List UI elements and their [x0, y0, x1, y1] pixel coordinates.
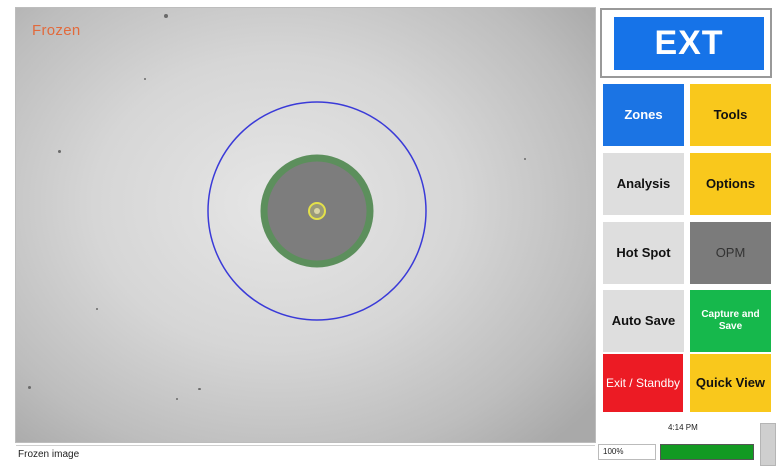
- zones-button[interactable]: Zones: [603, 84, 684, 146]
- dust-speck: [164, 14, 168, 18]
- fiber-image-viewport[interactable]: Frozen: [16, 8, 595, 442]
- contact-zone-ring: [207, 101, 427, 321]
- opm-button[interactable]: OPM: [690, 222, 771, 284]
- hot-spot-button[interactable]: Hot Spot: [603, 222, 684, 284]
- status-text: Frozen image: [18, 449, 80, 460]
- progress-bar: [660, 444, 754, 460]
- dust-speck: [524, 158, 526, 160]
- control-panel: EXT Zones Tools Analysis Options Hot Spo…: [598, 8, 776, 466]
- capture-save-button[interactable]: Capture and Save: [690, 290, 771, 352]
- dust-speck: [28, 386, 31, 389]
- options-button[interactable]: Options: [690, 153, 771, 215]
- ext-button[interactable]: EXT: [614, 17, 764, 70]
- frozen-overlay-label: Frozen: [32, 22, 81, 39]
- progress-fill: [661, 445, 753, 459]
- ext-button-frame: EXT: [600, 8, 772, 78]
- fiber-end-face-overlay: [207, 101, 427, 321]
- core-center: [314, 208, 320, 214]
- dust-speck: [96, 308, 98, 310]
- zoom-level: 100%: [598, 444, 656, 460]
- dust-speck: [198, 388, 201, 390]
- dust-speck: [58, 150, 61, 153]
- exit-standby-button[interactable]: Exit / Standby: [603, 354, 683, 412]
- dust-speck: [176, 398, 178, 400]
- auto-save-button[interactable]: Auto Save: [603, 290, 684, 352]
- status-divider: [16, 445, 595, 446]
- viewport-frame: [15, 7, 596, 443]
- analysis-button[interactable]: Analysis: [603, 153, 684, 215]
- quick-view-button[interactable]: Quick View: [690, 354, 771, 412]
- tools-button[interactable]: Tools: [690, 84, 771, 146]
- clock: 4:14 PM: [668, 423, 698, 432]
- scroll-handle[interactable]: [760, 423, 776, 466]
- dust-speck: [144, 78, 146, 80]
